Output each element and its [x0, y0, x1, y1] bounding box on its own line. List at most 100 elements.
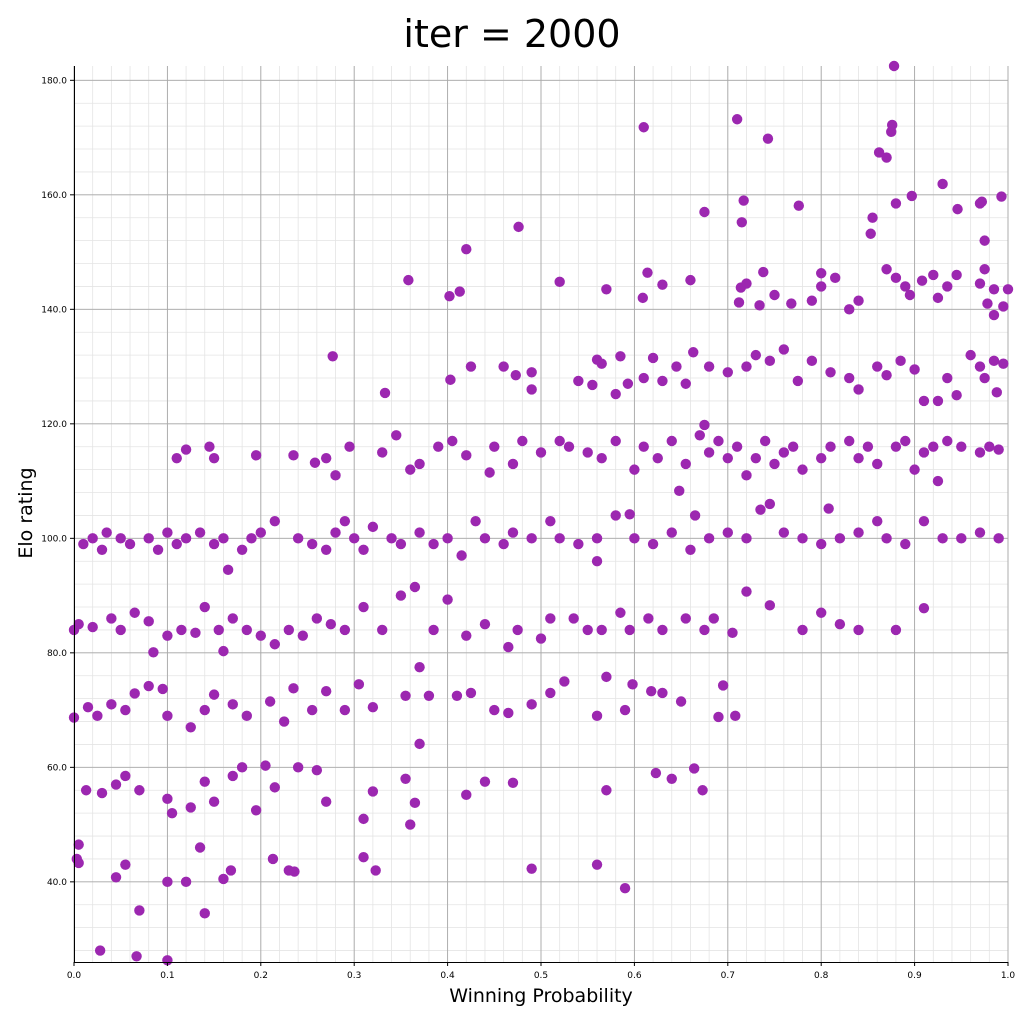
data-point: [120, 770, 131, 782]
x-tick-label: 0.1: [160, 971, 174, 981]
data-point: [979, 264, 990, 275]
data-point: [666, 435, 677, 447]
data-point: [166, 807, 178, 819]
data-point: [778, 344, 790, 355]
data-point: [218, 533, 229, 544]
data-point: [278, 716, 290, 727]
data-point: [993, 533, 1004, 544]
data-point: [180, 876, 192, 888]
data-point: [582, 447, 593, 458]
data-point: [778, 447, 790, 458]
data-point: [834, 619, 846, 630]
data-point: [890, 441, 902, 452]
data-point: [433, 441, 444, 452]
data-point: [241, 624, 252, 636]
data-point: [386, 533, 397, 544]
data-point: [208, 538, 220, 550]
data-point: [171, 538, 182, 550]
data-point: [900, 538, 911, 550]
data-point: [157, 683, 168, 695]
data-point: [688, 347, 699, 358]
data-point: [454, 286, 465, 297]
data-point: [358, 544, 369, 555]
data-point: [414, 661, 425, 673]
data-point: [764, 600, 776, 611]
data-point: [680, 613, 691, 624]
data-point: [264, 696, 276, 707]
data-point: [722, 527, 733, 538]
data-point: [865, 228, 876, 239]
data-point: [853, 527, 864, 538]
data-point: [395, 538, 407, 550]
data-point: [582, 624, 593, 636]
y-tick-label: 100.0: [41, 534, 67, 544]
data-point: [185, 722, 196, 733]
data-point: [974, 527, 986, 538]
data-point: [713, 435, 724, 447]
data-point: [900, 435, 911, 447]
data-point: [106, 613, 117, 624]
data-point: [900, 281, 911, 292]
data-point: [769, 289, 780, 301]
data-point: [512, 624, 523, 636]
data-point: [461, 244, 472, 255]
data-point: [741, 533, 752, 544]
data-point: [461, 630, 472, 641]
data-point: [447, 435, 458, 447]
data-point: [143, 533, 154, 544]
data-point: [638, 372, 649, 384]
data-point: [988, 309, 1000, 321]
data-point: [680, 458, 691, 470]
data-point: [671, 361, 682, 372]
data-point: [148, 647, 159, 658]
data-point: [591, 859, 603, 870]
data-point: [596, 358, 607, 369]
data-point: [208, 689, 220, 700]
data-point: [1002, 284, 1014, 295]
data-point: [190, 627, 201, 638]
data-point: [741, 586, 752, 597]
data-point: [367, 786, 379, 797]
data-point: [199, 704, 210, 716]
data-point: [110, 779, 122, 790]
data-point: [888, 60, 900, 72]
data-point: [741, 470, 752, 481]
data-point: [208, 796, 220, 807]
data-point: [730, 710, 741, 722]
data-point: [330, 527, 341, 538]
data-point: [403, 274, 414, 286]
data-point: [325, 619, 337, 630]
data-point: [379, 387, 391, 399]
data-point: [367, 702, 379, 713]
data-point: [507, 527, 519, 538]
y-tick-label: 140.0: [41, 305, 67, 315]
data-point: [601, 671, 612, 683]
y-tick-label: 80.0: [47, 649, 67, 659]
data-point: [591, 556, 603, 567]
data-point: [904, 289, 916, 301]
data-point: [250, 805, 262, 816]
data-point: [311, 765, 323, 776]
data-point: [642, 267, 653, 278]
data-point: [442, 533, 453, 544]
data-point: [844, 435, 855, 447]
data-point: [694, 430, 705, 441]
data-point: [942, 281, 953, 292]
data-point: [129, 607, 140, 618]
data-point: [762, 133, 774, 144]
data-point: [330, 470, 341, 481]
data-point: [255, 527, 266, 538]
data-point: [622, 378, 634, 389]
data-point: [218, 645, 229, 657]
data-point: [797, 533, 808, 544]
data-point: [573, 538, 584, 550]
data-point: [974, 361, 986, 372]
data-point: [526, 699, 537, 710]
data-point: [736, 217, 748, 228]
data-point: [120, 704, 131, 716]
data-point: [339, 624, 351, 636]
data-point: [289, 866, 300, 877]
data-point: [979, 235, 990, 246]
data-point: [445, 374, 456, 385]
data-point: [647, 538, 659, 550]
